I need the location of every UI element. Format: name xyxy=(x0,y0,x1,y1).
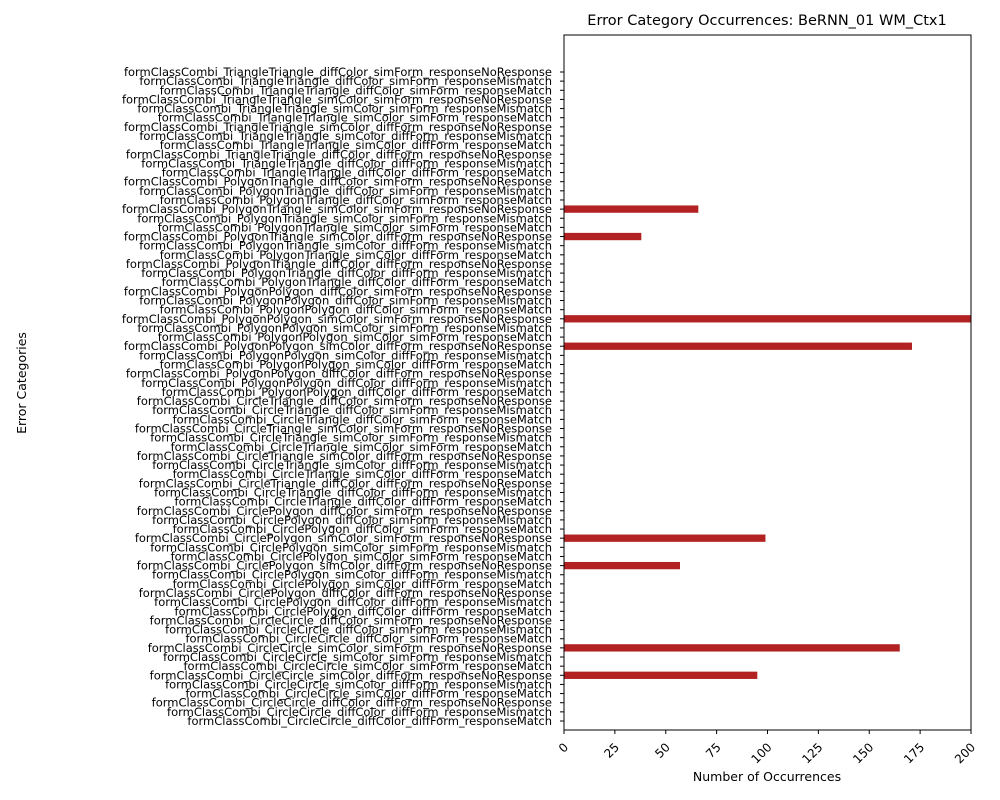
bar-17 xyxy=(564,561,680,570)
category-label: formClassCombi_PolygonTriangle_simColor_… xyxy=(139,239,552,253)
category-label: formClassCombi_CirclePolygon_simColor_si… xyxy=(171,549,552,563)
category-label: formClassCombi_PolygonPolygon_diffColor_… xyxy=(124,284,552,298)
chart-title: Error Category Occurrences: BeRNN_01 WM_… xyxy=(587,13,946,29)
category-label: formClassCombi_PolygonTriangle_diffColor… xyxy=(141,266,552,280)
category-label: formClassCombi_CircleCircle_simColor_dif… xyxy=(150,668,552,682)
category-label: formClassCombi_PolygonTriangle_simColor_… xyxy=(122,202,552,216)
category-label: formClassCombi_TriangleTriangle_diffColo… xyxy=(124,65,552,79)
category-label: formClassCombi_CircleTriangle_simColor_s… xyxy=(135,421,552,435)
category-label: formClassCombi_CircleCircle_diffColor_si… xyxy=(185,632,552,646)
category-label: formClassCombi_TriangleTriangle_diffColo… xyxy=(139,74,552,88)
x-tick-label: 75 xyxy=(703,740,724,761)
category-label: formClassCombi_CircleTriangle_diffColor_… xyxy=(175,495,552,509)
category-label: formClassCombi_CircleCircle_diffColor_di… xyxy=(187,714,552,728)
category-label: formClassCombi_CirclePolygon_diffColor_d… xyxy=(139,586,552,600)
category-label: formClassCombi_TriangleTriangle_simColor… xyxy=(158,111,552,125)
category-label: formClassCombi_PolygonPolygon_simColor_s… xyxy=(122,312,552,326)
y-axis-label: Error Categories xyxy=(14,332,29,434)
category-label: formClassCombi_PolygonPolygon_simColor_s… xyxy=(158,330,552,344)
category-label: formClassCombi_PolygonTriangle_diffColor… xyxy=(162,275,552,289)
bar-44 xyxy=(564,315,971,323)
bar-20 xyxy=(564,534,766,542)
bar-5 xyxy=(564,671,758,679)
category-label: formClassCombi_TriangleTriangle_diffColo… xyxy=(126,147,552,161)
category-label: formClassCombi_CircleCircle_diffColor_di… xyxy=(152,696,552,710)
category-label: formClassCombi_CircleCircle_diffColor_si… xyxy=(165,623,552,637)
category-label: formClassCombi_PolygonTriangle_simColor_… xyxy=(160,248,552,262)
category-label: formClassCombi_TriangleTriangle_simColor… xyxy=(137,102,552,116)
x-tick-label: 125 xyxy=(799,740,825,766)
bar-41 xyxy=(564,342,912,350)
x-tick-label: 100 xyxy=(749,740,775,766)
bar-8 xyxy=(564,644,900,652)
category-label: formClassCombi_TriangleTriangle_diffColo… xyxy=(162,166,552,180)
category-label: formClassCombi_CirclePolygon_simColor_di… xyxy=(152,568,552,582)
category-label: formClassCombi_PolygonTriangle_simColor_… xyxy=(158,220,552,234)
category-label: formClassCombi_PolygonPolygon_simColor_d… xyxy=(160,358,552,372)
category-label: formClassCombi_CircleCircle_simColor_dif… xyxy=(185,687,552,701)
category-label: formClassCombi_CircleTriangle_diffColor_… xyxy=(152,403,552,417)
bar-53 xyxy=(564,232,642,241)
category-label: formClassCombi_CirclePolygon_diffColor_s… xyxy=(173,522,552,536)
category-label: formClassCombi_PolygonTriangle_diffColor… xyxy=(160,193,552,207)
category-label: formClassCombi_PolygonPolygon_diffColor_… xyxy=(141,376,552,390)
category-label: formClassCombi_TriangleTriangle_diffColo… xyxy=(141,156,552,170)
category-label: formClassCombi_CircleCircle_simColor_sim… xyxy=(163,650,552,664)
category-label: formClassCombi_PolygonPolygon_simColor_d… xyxy=(139,348,552,362)
x-ticks-group: 0 25 50 75 100 125 150 175 200 xyxy=(556,730,978,766)
x-tick-label: 200 xyxy=(952,740,978,766)
category-label: formClassCombi_PolygonTriangle_simColor_… xyxy=(124,230,552,244)
x-axis-label: Number of Occurrences xyxy=(693,769,841,784)
category-label: formClassCombi_CircleTriangle_diffColor_… xyxy=(139,476,552,490)
x-tick-label: 0 xyxy=(556,740,571,755)
category-label: formClassCombi_TriangleTriangle_simColor… xyxy=(122,92,552,106)
category-label: formClassCombi_CirclePolygon_diffColor_d… xyxy=(154,595,552,609)
category-label: formClassCombi_CircleCircle_simColor_sim… xyxy=(183,659,552,673)
category-label: formClassCombi_PolygonTriangle_diffColor… xyxy=(126,257,552,271)
category-label: formClassCombi_PolygonPolygon_diffColor_… xyxy=(160,303,552,317)
category-label: formClassCombi_PolygonPolygon_diffColor_… xyxy=(139,294,552,308)
plot-frame xyxy=(563,34,972,731)
category-label: formClassCombi_CircleCircle_diffColor_di… xyxy=(167,705,552,719)
category-label: formClassCombi_TriangleTriangle_diffColo… xyxy=(160,83,552,97)
category-label: formClassCombi_PolygonTriangle_simColor_… xyxy=(137,211,552,225)
category-label: formClassCombi_CirclePolygon_simColor_si… xyxy=(135,531,552,545)
category-label: formClassCombi_CirclePolygon_simColor_si… xyxy=(150,540,552,554)
x-tick-label: 150 xyxy=(850,740,876,766)
category-label: formClassCombi_CircleCircle_simColor_sim… xyxy=(148,641,552,655)
category-label: formClassCombi_TriangleTriangle_simColor… xyxy=(139,129,552,143)
x-tick-label: 50 xyxy=(652,740,673,761)
category-label: formClassCombi_PolygonPolygon_diffColor_… xyxy=(162,385,552,399)
bar-56 xyxy=(564,205,699,213)
category-label: formClassCombi_CirclePolygon_diffColor_s… xyxy=(152,513,552,527)
category-label: formClassCombi_CirclePolygon_diffColor_d… xyxy=(175,604,552,618)
category-label: formClassCombi_PolygonPolygon_simColor_s… xyxy=(137,321,552,335)
category-label: formClassCombi_TriangleTriangle_simColor… xyxy=(124,120,552,134)
category-label: formClassCombi_TriangleTriangle_simColor… xyxy=(160,138,552,152)
category-label: formClassCombi_CirclePolygon_simColor_di… xyxy=(137,559,552,573)
category-label: formClassCombi_PolygonPolygon_diffColor_… xyxy=(126,367,552,381)
x-tick-label: 175 xyxy=(901,740,927,766)
category-label: formClassCombi_CircleCircle_diffColor_si… xyxy=(150,613,552,627)
category-label: formClassCombi_CircleTriangle_simColor_d… xyxy=(137,449,552,463)
category-label: formClassCombi_CircleTriangle_simColor_s… xyxy=(150,431,552,445)
category-labels-group: formClassCombi_CircleCircle_diffColor_di… xyxy=(122,65,564,728)
category-label: formClassCombi_CircleCircle_simColor_dif… xyxy=(165,677,552,691)
bars-group xyxy=(564,205,971,679)
category-label: formClassCombi_CircleTriangle_diffColor_… xyxy=(154,485,552,499)
category-label: formClassCombi_CircleTriangle_simColor_s… xyxy=(171,440,552,454)
category-label: formClassCombi_PolygonPolygon_simColor_d… xyxy=(124,339,552,353)
category-label: formClassCombi_CircleTriangle_simColor_d… xyxy=(152,458,552,472)
category-label: formClassCombi_PolygonTriangle_diffColor… xyxy=(124,175,552,189)
category-label: formClassCombi_CircleTriangle_diffColor_… xyxy=(173,412,552,426)
category-label: formClassCombi_CirclePolygon_simColor_di… xyxy=(173,577,552,591)
x-tick-label: 25 xyxy=(601,740,622,761)
category-label: formClassCombi_PolygonTriangle_diffColor… xyxy=(139,184,552,198)
category-label: formClassCombi_CircleTriangle_diffColor_… xyxy=(137,394,552,408)
category-label: formClassCombi_CirclePolygon_diffColor_s… xyxy=(137,504,552,518)
category-label: formClassCombi_CircleTriangle_simColor_d… xyxy=(173,467,552,481)
